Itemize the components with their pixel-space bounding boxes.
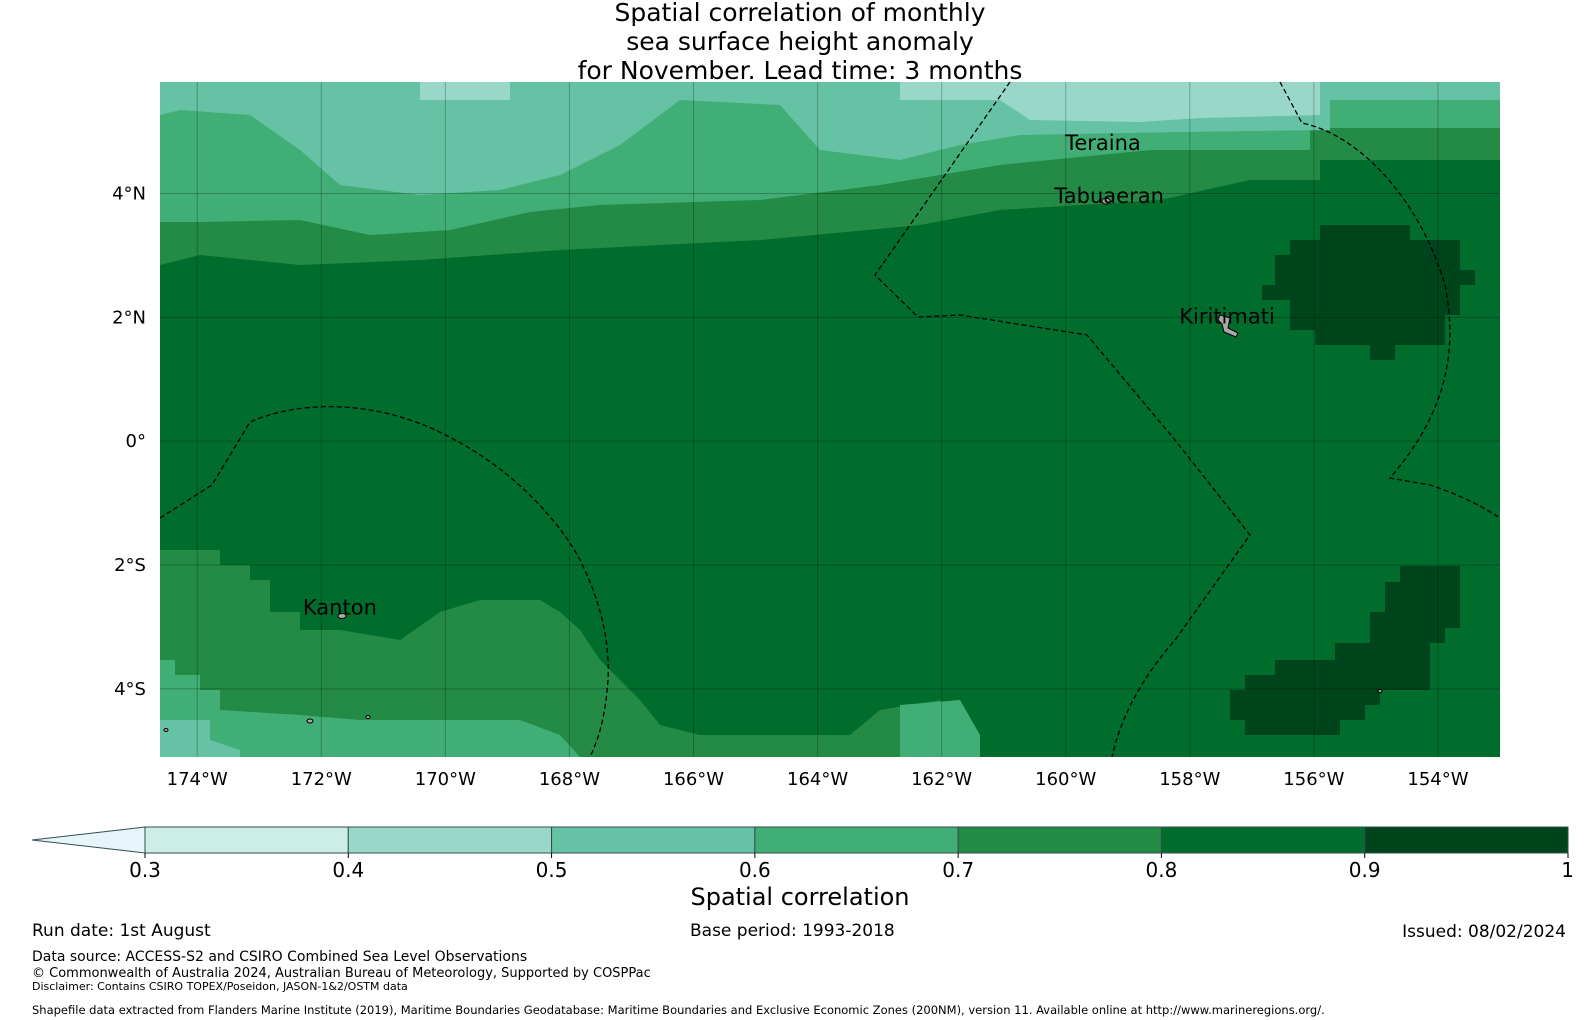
island-kanton bbox=[337, 613, 347, 619]
lon-tick-label: 174°W bbox=[167, 769, 228, 790]
lon-tick-label: 160°W bbox=[1035, 769, 1096, 790]
lon-tick-label: 168°W bbox=[539, 769, 600, 790]
eez-boundary-line-islands bbox=[874, 82, 1251, 757]
map-area[interactable]: Teraina Tabuaeran Kiritimati Kanton bbox=[160, 82, 1500, 757]
lat-tick-label: 0° bbox=[126, 431, 146, 452]
place-label-kanton: Kanton bbox=[303, 596, 377, 620]
colorbar: 0.3 0.4 0.5 0.6 0.7 0.8 0.9 1 bbox=[31, 826, 1574, 882]
island-tabuaeran bbox=[1101, 197, 1111, 205]
eez-boundary-phoenix bbox=[160, 406, 609, 757]
lon-tick-label: 156°W bbox=[1283, 769, 1344, 790]
lon-tick-label: 158°W bbox=[1159, 769, 1220, 790]
colorbar-segment-0.8-0.9 bbox=[1160, 826, 1366, 854]
data-source: Data source: ACCESS-S2 and CSIRO Combine… bbox=[32, 949, 528, 965]
colorbar-tick-label: 0.5 bbox=[536, 858, 568, 882]
correlation-patch-0.9-1-southeast bbox=[1230, 566, 1460, 735]
issued-date: Issued: 08/02/2024 bbox=[1402, 922, 1566, 942]
island-small-2 bbox=[365, 715, 371, 719]
place-labels: Teraina Tabuaeran Kiritimati Kanton bbox=[303, 131, 1275, 619]
map-title-line-2: sea surface height anomaly bbox=[626, 27, 974, 56]
eez-boundary-kiritimati bbox=[1279, 82, 1500, 519]
colorbar-tick-label: 0.4 bbox=[332, 858, 364, 882]
lon-tick-label: 172°W bbox=[291, 769, 352, 790]
correlation-band-0.6-0.7-south bbox=[160, 550, 980, 757]
island-small-4 bbox=[163, 728, 169, 732]
lat-tick-label: 4°N bbox=[112, 183, 146, 204]
island-small-3 bbox=[1377, 689, 1383, 693]
colorbar-tick-label: 0.6 bbox=[739, 858, 771, 882]
correlation-band-0.5-0.6-south bbox=[160, 660, 980, 757]
colorbar-segment-0.7-0.8 bbox=[957, 826, 1162, 854]
lat-tick-label: 2°S bbox=[114, 555, 146, 576]
colorbar-label: Spatial correlation bbox=[690, 883, 909, 911]
colorbar-tick-label: 0.9 bbox=[1349, 858, 1381, 882]
correlation-patch-0.9-1-east bbox=[1262, 225, 1475, 360]
lon-tick-label: 166°W bbox=[663, 769, 724, 790]
lon-tick-label: 164°W bbox=[787, 769, 848, 790]
lon-tick-label: 162°W bbox=[911, 769, 972, 790]
base-period: Base period: 1993-2018 bbox=[690, 921, 895, 941]
colorbar-tick-label: 0.7 bbox=[942, 858, 974, 882]
map-title-line-3: for November. Lead time: 3 months bbox=[577, 56, 1023, 85]
island-kiritimati bbox=[1217, 314, 1239, 338]
longitude-tick-labels: 174°W 172°W 170°W 168°W 166°W 164°W 162°W 160°W… bbox=[167, 769, 1469, 790]
colorbar-segment-0.4-0.5 bbox=[347, 826, 553, 854]
eez-boundaries bbox=[160, 82, 1500, 757]
colorbar-tick-label: 0.8 bbox=[1146, 858, 1178, 882]
islands bbox=[163, 197, 1383, 732]
island-small-1 bbox=[306, 718, 314, 724]
map-title-line-1: Spatial correlation of monthly bbox=[614, 0, 986, 27]
place-label-kiritimati: Kiritimati bbox=[1179, 305, 1275, 329]
shapefile-credit: Shapefile data extracted from Flanders M… bbox=[32, 1003, 1325, 1017]
correlation-band-0.3-0.4-north bbox=[420, 82, 1320, 122]
gridlines bbox=[160, 82, 1500, 757]
colorbar-extend-min-arrow bbox=[31, 826, 146, 854]
lon-tick-label: 170°W bbox=[415, 769, 476, 790]
run-date: Run date: 1st August bbox=[32, 921, 211, 941]
latitude-tick-labels: 4°N 2°N 0° 2°S 4°S bbox=[112, 183, 146, 699]
colorbar-tick-label: 0.3 bbox=[129, 858, 161, 882]
lon-tick-label: 154°W bbox=[1407, 769, 1468, 790]
colorbar-segment-0.3-0.4 bbox=[144, 826, 349, 854]
place-label-tabuaeran: Tabuaeran bbox=[1053, 184, 1163, 208]
lat-tick-label: 4°S bbox=[114, 679, 146, 700]
colorbar-segment-0.5-0.6 bbox=[551, 826, 756, 854]
colorbar-segment-0.6-0.7 bbox=[754, 826, 959, 854]
disclaimer: Disclaimer: Contains CSIRO TOPEX/Poseido… bbox=[32, 980, 408, 993]
copyright: © Commonwealth of Australia 2024, Austra… bbox=[32, 966, 651, 981]
correlation-band-0.4-0.5-south bbox=[160, 720, 240, 757]
place-label-teraina: Teraina bbox=[1064, 131, 1141, 155]
lat-tick-label: 2°N bbox=[112, 307, 146, 328]
colorbar-tick-label: 1 bbox=[1561, 858, 1574, 882]
colorbar-segment-0.9-1 bbox=[1364, 826, 1569, 854]
